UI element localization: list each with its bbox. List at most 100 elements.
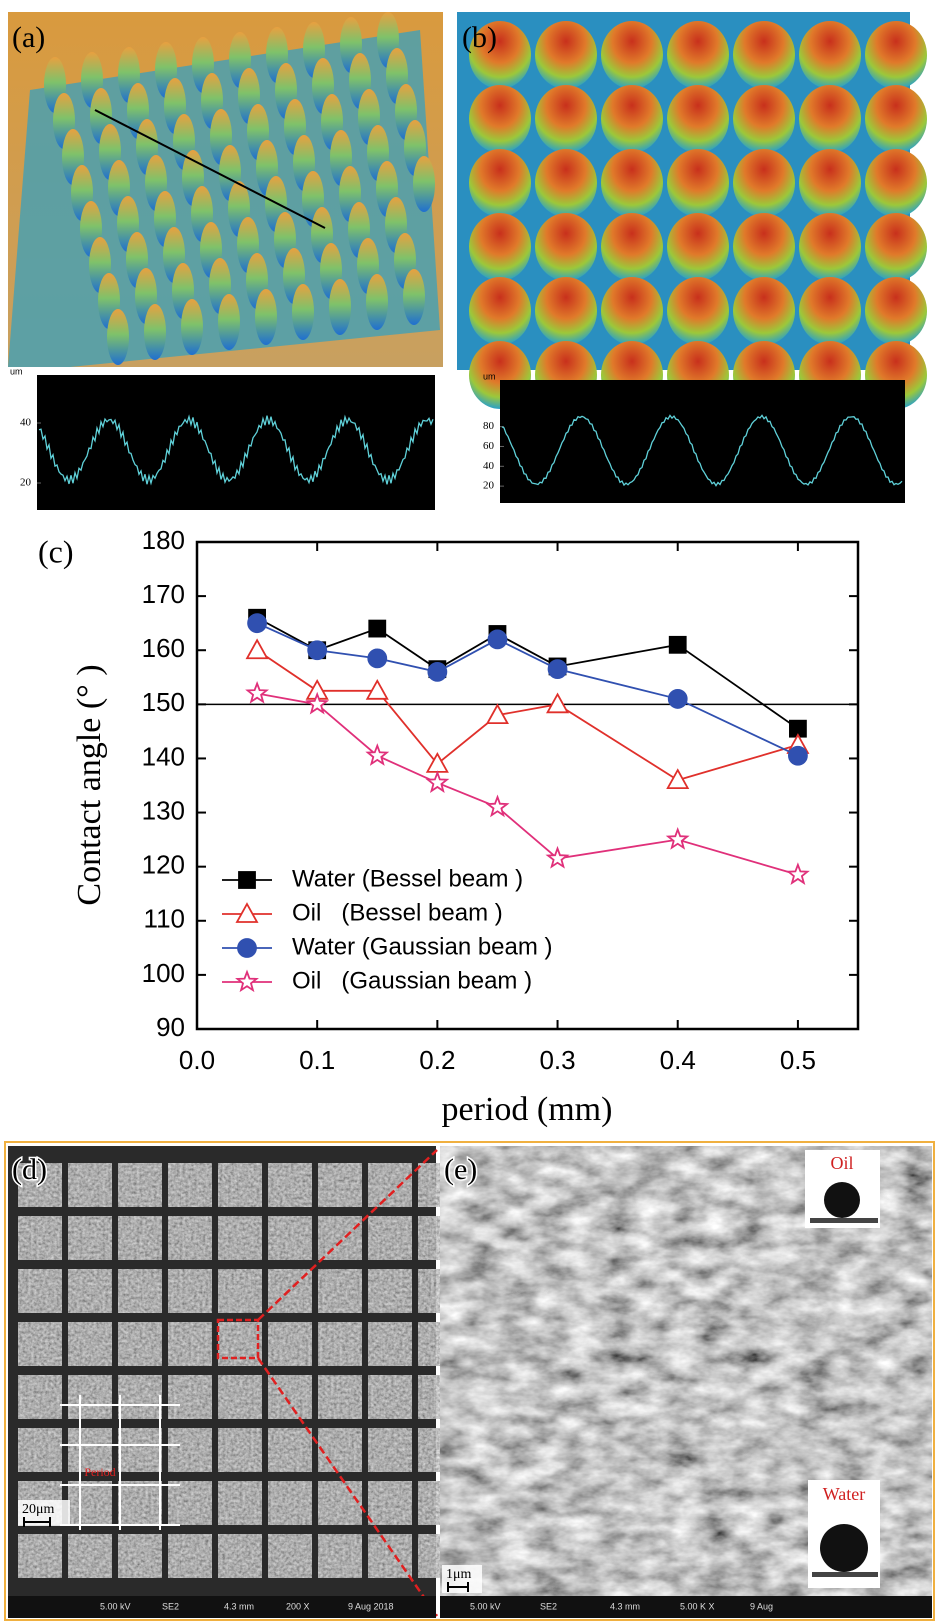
marker xyxy=(235,902,259,923)
x-tick-label: 0.0 xyxy=(179,1045,215,1075)
zoom-line xyxy=(256,1357,439,1617)
sem-bump xyxy=(218,1375,262,1419)
sem-bump xyxy=(168,1163,212,1207)
surface-dome xyxy=(535,21,597,89)
panel-label: (d) xyxy=(12,1153,47,1186)
marker xyxy=(546,692,570,714)
surface-dome xyxy=(667,213,729,281)
sem-bump xyxy=(68,1216,112,1260)
legend-label: Water (Bessel beam ) xyxy=(292,865,523,892)
surface-bump xyxy=(181,299,203,355)
surface-dome xyxy=(667,21,729,89)
legend-label: Oil (Bessel beam ) xyxy=(292,899,503,926)
sem-bump xyxy=(218,1269,262,1313)
info-bar-text: 9 Aug xyxy=(750,1601,773,1611)
marker xyxy=(427,661,448,682)
surface-dome xyxy=(601,85,663,153)
surface-bump xyxy=(403,269,425,325)
series-line xyxy=(256,622,799,757)
droplet xyxy=(820,1524,868,1572)
profile-line xyxy=(94,109,326,229)
marker xyxy=(245,638,269,660)
info-bar-text: SE2 xyxy=(162,1601,179,1611)
zoom-line xyxy=(257,1149,438,1321)
legend-label: Water (Gaussian beam ) xyxy=(292,933,553,960)
info-bar-text: 200 X xyxy=(286,1601,310,1611)
sem-bump xyxy=(268,1322,312,1366)
y-tick-label: 40 xyxy=(483,460,495,472)
marker xyxy=(237,938,257,958)
surface-bump xyxy=(413,156,435,212)
x-tick-label: 0.1 xyxy=(299,1045,335,1075)
y-tick-label: 120 xyxy=(142,850,185,880)
sem-bump xyxy=(18,1375,62,1419)
surface-dome xyxy=(865,213,927,281)
y-tick-label: 170 xyxy=(142,579,185,609)
surface-bump xyxy=(218,294,240,350)
sem-bump xyxy=(218,1322,262,1366)
marker xyxy=(668,635,687,654)
x-tick-label: 0.2 xyxy=(419,1045,455,1075)
sem-bump xyxy=(318,1163,362,1207)
surface-dome xyxy=(799,21,861,89)
info-bar xyxy=(440,1596,932,1618)
marker xyxy=(485,794,510,818)
y-tick-label: 20 xyxy=(20,477,32,489)
surface-dome xyxy=(469,213,531,281)
grid-label: Period xyxy=(84,1465,115,1479)
marker xyxy=(247,613,267,634)
surface-dome xyxy=(865,85,927,153)
series-line xyxy=(256,692,799,876)
sem-bump xyxy=(268,1163,312,1207)
info-bar-text: 4.3 mm xyxy=(224,1601,254,1611)
scale-bar-label: 20μm xyxy=(22,1502,55,1517)
sem-bump xyxy=(168,1322,212,1366)
surface-dome xyxy=(535,149,597,217)
marker xyxy=(425,770,450,793)
profile-background xyxy=(500,380,905,503)
sem-bump xyxy=(318,1375,362,1419)
sem-bump xyxy=(318,1216,362,1260)
panel-label: (c) xyxy=(38,533,74,569)
surface-dome xyxy=(733,149,795,217)
surface-dome xyxy=(469,277,531,345)
sem-bump xyxy=(68,1322,112,1366)
marker xyxy=(545,845,570,869)
sem-image-d xyxy=(8,1146,462,1618)
surface-dome xyxy=(601,277,663,345)
marker xyxy=(365,743,390,766)
info-bar-text: 4.3 mm xyxy=(610,1601,640,1611)
sem-bump xyxy=(68,1163,112,1207)
marker xyxy=(305,691,330,715)
y-tick-label: 100 xyxy=(142,958,185,988)
surface-dome xyxy=(733,21,795,89)
marker xyxy=(235,969,259,993)
surface-dome xyxy=(601,21,663,89)
sem-bump xyxy=(168,1216,212,1260)
sem-bump xyxy=(18,1216,62,1260)
sem-bump xyxy=(268,1534,312,1578)
y-tick-label: 90 xyxy=(156,1012,185,1042)
sem-bump xyxy=(18,1269,62,1313)
y-tick-label: 40 xyxy=(20,417,32,429)
sem-bump xyxy=(368,1534,412,1578)
info-bar xyxy=(8,1596,436,1618)
scale-bar xyxy=(447,1582,469,1592)
marker xyxy=(487,629,508,650)
sem-bump xyxy=(318,1428,362,1472)
sem-bump xyxy=(168,1428,212,1472)
sem-bump xyxy=(118,1375,162,1419)
sem-bump xyxy=(168,1534,212,1578)
y-tick-label: 80 xyxy=(483,420,495,432)
surface-dome xyxy=(667,149,729,217)
series-line xyxy=(256,649,799,782)
panel-frame xyxy=(4,1141,935,1621)
surface-dome xyxy=(865,21,927,89)
sem-bump xyxy=(218,1163,262,1207)
sem-bump xyxy=(18,1163,62,1207)
sem-bump xyxy=(368,1163,412,1207)
sem-bump xyxy=(268,1216,312,1260)
surface-dome xyxy=(535,277,597,345)
